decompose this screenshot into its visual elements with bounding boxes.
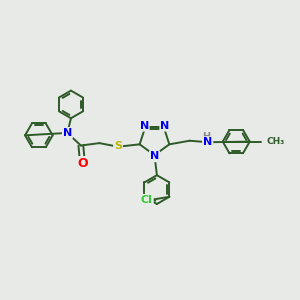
- Text: H: H: [202, 132, 211, 142]
- Text: Cl: Cl: [141, 195, 153, 205]
- Text: O: O: [77, 157, 88, 170]
- Text: CH₃: CH₃: [266, 137, 284, 146]
- Text: N: N: [160, 121, 170, 131]
- Text: N: N: [203, 137, 212, 147]
- Text: N: N: [63, 128, 72, 138]
- Text: N: N: [150, 151, 159, 161]
- Text: N: N: [140, 121, 149, 131]
- Text: S: S: [114, 141, 122, 151]
